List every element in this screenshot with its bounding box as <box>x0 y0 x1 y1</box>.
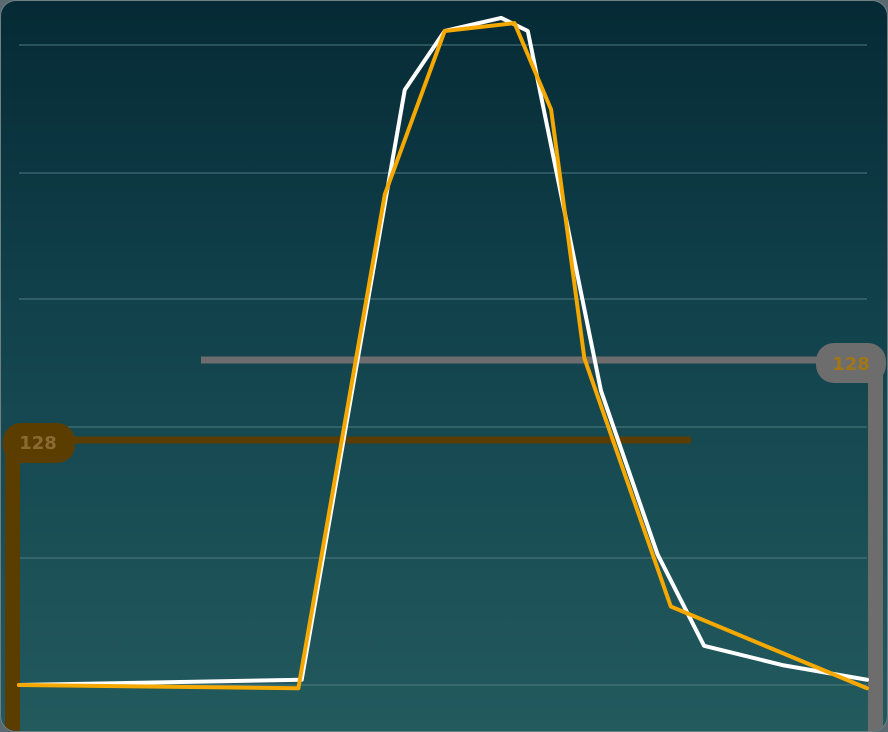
right-handle-pill[interactable] <box>816 343 886 383</box>
left-handle-value[interactable]: 128 <box>19 433 57 454</box>
series-line-1 <box>17 21 869 691</box>
right-handle-track[interactable] <box>868 373 883 732</box>
left-handle-pill[interactable] <box>3 423 75 463</box>
right-handle-value[interactable]: 128 <box>832 354 870 375</box>
left-handle-track[interactable] <box>5 449 20 732</box>
series-line-0 <box>17 15 869 687</box>
